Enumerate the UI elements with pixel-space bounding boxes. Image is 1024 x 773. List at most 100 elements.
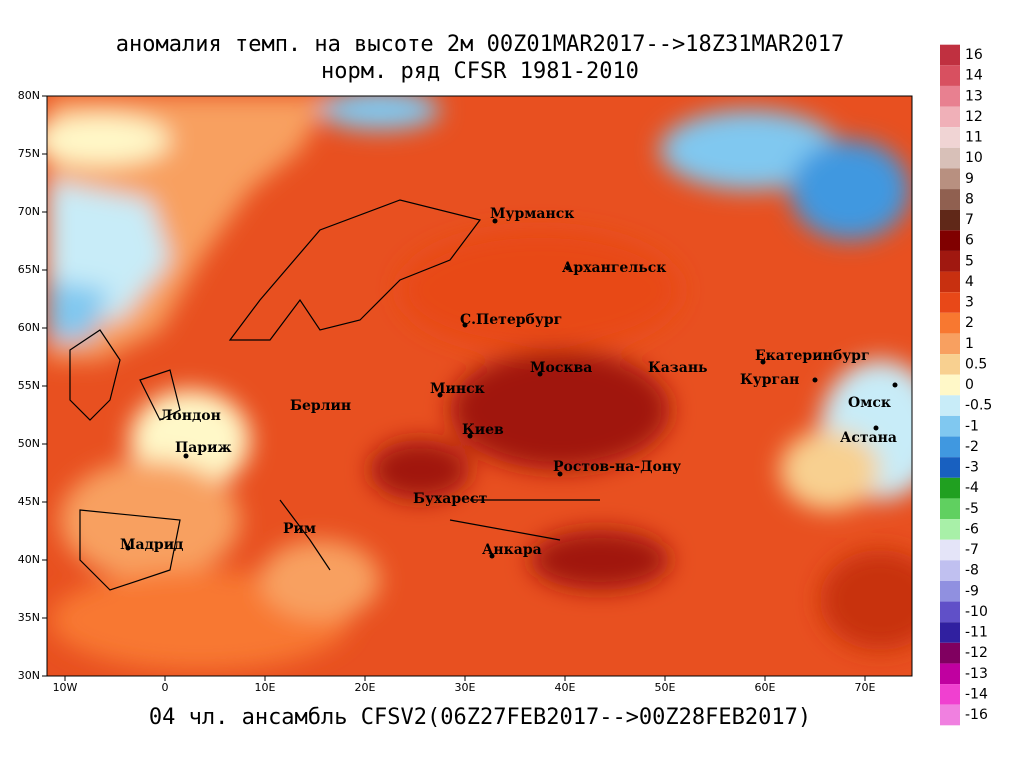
lon-label: 40E xyxy=(555,681,576,694)
lon-label: 20E xyxy=(355,681,376,694)
colorbar-box xyxy=(940,436,960,458)
lat-label: 55N xyxy=(18,379,40,392)
lat-label: 30N xyxy=(18,669,40,682)
city-dot xyxy=(183,453,189,459)
colorbar-label: 2 xyxy=(965,315,974,331)
subtitle: норм. ряд CFSR 1981-2010 xyxy=(321,59,639,84)
colorbar-label: 3 xyxy=(965,295,974,311)
colorbar-box xyxy=(940,560,960,581)
lat-label: 75N xyxy=(18,147,40,160)
lon-label: 60E xyxy=(755,681,776,694)
lat-label: 35N xyxy=(18,611,40,624)
colorbar-box xyxy=(940,580,960,602)
colorbar-box xyxy=(940,168,960,190)
lat-label: 50N xyxy=(18,437,40,450)
colorbar-label: 7 xyxy=(965,212,974,228)
colorbar-label: -14 xyxy=(965,686,988,702)
city-dot xyxy=(462,322,468,328)
colorbar-box xyxy=(940,622,960,643)
lon-label: 10E xyxy=(255,681,276,694)
colorbar-label: 9 xyxy=(965,171,974,187)
caption: 04 чл. ансамбль CFSV2(06Z27FEB2017-->00Z… xyxy=(149,705,811,730)
colorbar-label: 16 xyxy=(965,47,983,63)
colorbar-label: 13 xyxy=(965,88,983,104)
colorbar-label: -1 xyxy=(965,418,979,434)
lat-label: 60N xyxy=(18,321,40,334)
colorbar-box xyxy=(940,271,960,293)
colorbar-label: 6 xyxy=(965,233,974,249)
colorbar-label: 5 xyxy=(965,253,974,269)
colorbar-label: -7 xyxy=(965,542,979,558)
colorbar-box xyxy=(940,333,960,355)
city-label: Ростов-на-Дону xyxy=(553,459,681,475)
colorbar-box xyxy=(940,250,960,272)
colorbar-label: -0.5 xyxy=(965,398,992,414)
city-label: Москва xyxy=(530,360,592,376)
colorbar-label: 14 xyxy=(965,68,983,84)
colorbar-box xyxy=(940,292,960,313)
lon-label: 0 xyxy=(162,681,169,694)
colorbar-box xyxy=(940,704,960,726)
city-dot xyxy=(892,382,898,388)
city-dot xyxy=(760,359,766,365)
city-label: Архангельск xyxy=(562,260,666,276)
city-label: Астана xyxy=(840,430,897,446)
colorbar-box xyxy=(940,44,960,66)
colorbar-label: 8 xyxy=(965,191,974,207)
city-dot xyxy=(489,553,495,559)
colorbar-label: -16 xyxy=(965,707,988,723)
colorbar-box xyxy=(940,415,960,437)
city-label: Берлин xyxy=(290,398,351,414)
lon-label: 10W xyxy=(53,681,78,694)
city-dot xyxy=(873,425,879,431)
lon-label: 30E xyxy=(455,681,476,694)
colorbar-box xyxy=(940,601,960,623)
colorbar-box xyxy=(940,395,960,416)
city-label: Киев xyxy=(462,422,504,438)
colorbar-label: -4 xyxy=(965,480,979,496)
city-dot xyxy=(492,218,498,224)
city-label: Екатеринбург xyxy=(755,348,870,364)
colorbar-box xyxy=(940,312,960,334)
colorbar-label: -3 xyxy=(965,460,979,476)
colorbar-box xyxy=(940,457,960,478)
colorbar-label: 4 xyxy=(965,274,974,290)
city-dot xyxy=(467,433,473,439)
lat-label: 40N xyxy=(18,553,40,566)
colorbar-box xyxy=(940,684,960,705)
city-label: С.Петербург xyxy=(460,312,562,328)
city-label: Мадрид xyxy=(120,537,183,553)
city-dot xyxy=(557,471,563,477)
colorbar-label: 1 xyxy=(965,336,974,352)
colorbar-box xyxy=(940,147,960,169)
city-label: Анкара xyxy=(482,542,542,558)
anomaly-field xyxy=(47,96,912,676)
title: аномалия темп. на высоте 2м 00Z01MAR2017… xyxy=(116,32,844,57)
colorbar-box xyxy=(940,477,960,499)
colorbar-label: -11 xyxy=(965,625,988,641)
colorbar-box xyxy=(940,106,960,128)
colorbar-label: -2 xyxy=(965,439,979,455)
colorbar-box xyxy=(940,230,960,251)
city-dot xyxy=(437,392,443,398)
lat-label: 65N xyxy=(18,263,40,276)
colorbar-label: 12 xyxy=(965,109,983,125)
colorbar-label: 0 xyxy=(965,377,974,393)
lat-label: 45N xyxy=(18,495,40,508)
colorbar-label: -9 xyxy=(965,583,979,599)
colorbar-label: 10 xyxy=(965,150,983,166)
colorbar-label: -6 xyxy=(965,521,979,537)
colorbar-box xyxy=(940,127,960,148)
lon-label: 70E xyxy=(855,681,876,694)
city-label: Мурманск xyxy=(490,206,574,222)
colorbar-box xyxy=(940,374,960,396)
city-label: Париж xyxy=(175,440,232,456)
colorbar-box xyxy=(940,539,960,561)
city-label: Казань xyxy=(648,360,708,376)
city-dot xyxy=(537,371,543,377)
city-label: Лондон xyxy=(160,408,221,424)
colorbar-box xyxy=(940,498,960,520)
colorbar-label: -8 xyxy=(965,563,979,579)
colorbar-label: -13 xyxy=(965,666,988,682)
